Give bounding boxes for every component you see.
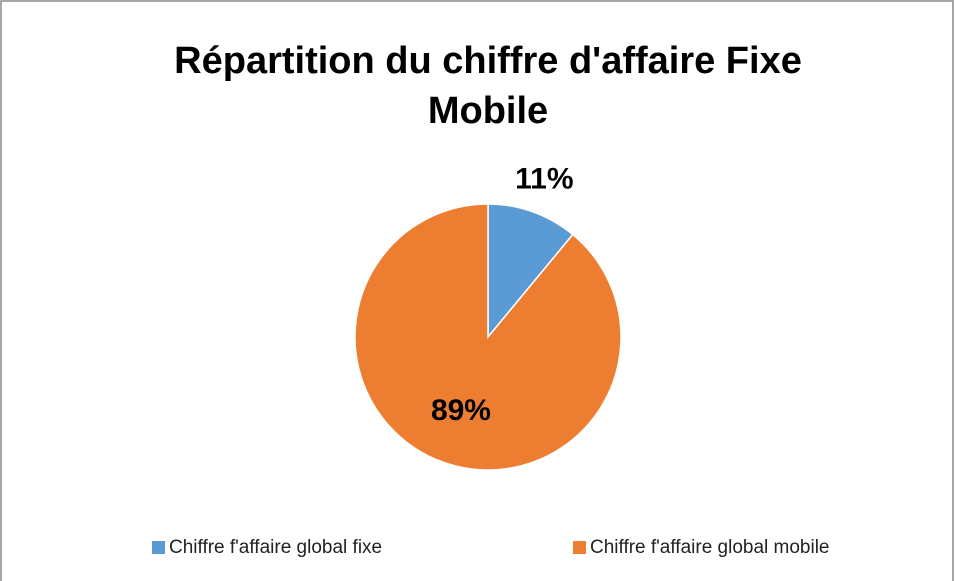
legend-swatch [573,541,586,554]
data-label: 89% [431,394,491,427]
chart-title: Répartition du chiffre d'affaire Fixe Mo… [174,40,802,132]
legend-label: Chiffre f'affaire global mobile [590,537,830,558]
pie-slice [354,203,622,471]
legend-swatch [152,541,165,554]
pie-slice [487,203,574,340]
legend-label: Chiffre f'affaire global fixe [169,537,382,558]
data-label: 11% [515,163,573,196]
